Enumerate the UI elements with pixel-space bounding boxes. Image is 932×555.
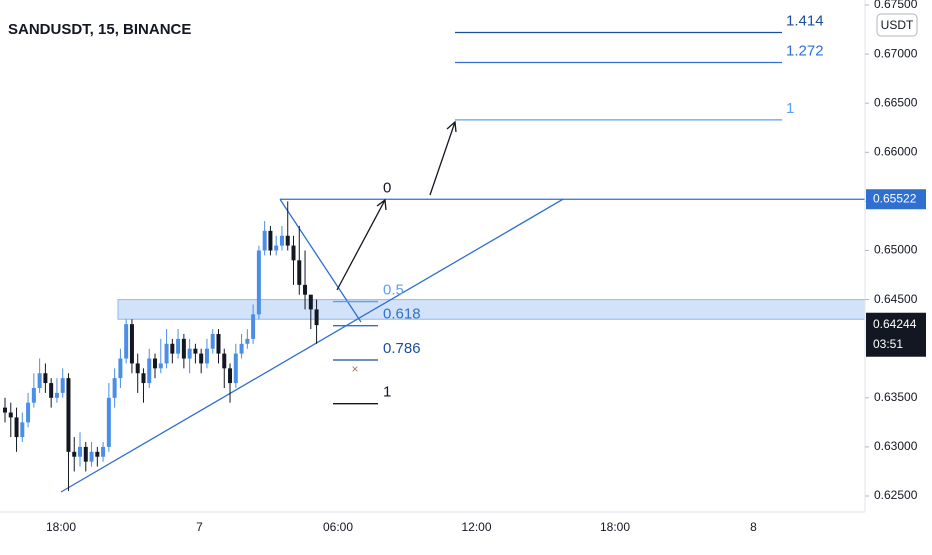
- candle-body: [43, 373, 48, 384]
- candle-body: [285, 235, 290, 246]
- candle-body: [66, 378, 71, 452]
- candle-body: [291, 245, 296, 261]
- level-price-label: 0.65522: [873, 191, 917, 205]
- candle-body: [274, 245, 279, 251]
- countdown-label: 03:51: [873, 337, 903, 351]
- x-tick-label: 7: [196, 520, 203, 534]
- x-tick-label: 8: [750, 520, 757, 534]
- fib-label: 1: [786, 100, 794, 117]
- fib-label: 1.414: [786, 12, 824, 29]
- candle-body: [95, 451, 100, 457]
- x-tick-label: 18:00: [600, 520, 630, 534]
- zone: [117, 299, 866, 320]
- candle-body: [78, 446, 83, 457]
- arrow: [429, 120, 457, 196]
- candle-body: [83, 446, 88, 462]
- candle-body: [118, 358, 123, 379]
- y-tick-label: 0.63500: [874, 390, 918, 404]
- candle-body: [308, 294, 313, 310]
- y-tick-label: 0.66000: [874, 144, 918, 158]
- y-tick-label: 0.62500: [874, 488, 918, 502]
- fib-label: 1: [383, 384, 391, 401]
- candle-body: [60, 378, 65, 393]
- candle-body: [164, 343, 169, 364]
- candle-body: [204, 348, 209, 364]
- candle-body: [8, 412, 13, 418]
- x-tick-label: 18:00: [46, 520, 76, 534]
- candle-body: [181, 338, 186, 359]
- y-tick-label: 0.67000: [874, 46, 918, 60]
- candle-body: [124, 324, 129, 359]
- candle-body: [49, 383, 54, 398]
- candle-body: [193, 348, 198, 354]
- candle-body: [101, 446, 106, 457]
- x-tick-label: 06:00: [323, 520, 353, 534]
- y-tick-label: 0.63000: [874, 439, 918, 453]
- candle-body: [26, 402, 31, 423]
- candle-body: [303, 284, 308, 295]
- candle-body: [3, 407, 7, 413]
- y-tick-label: 0.66500: [874, 95, 918, 109]
- currency-label: USDT: [881, 18, 914, 32]
- candle-body: [112, 378, 117, 398]
- candle-body: [279, 235, 284, 246]
- candle-body: [268, 230, 273, 251]
- candle-body: [54, 392, 59, 398]
- last-price-tag: [866, 312, 926, 357]
- plot: [3, 201, 319, 492]
- candle-body: [314, 309, 319, 326]
- candle-body: [31, 387, 36, 403]
- x-tick-label: 12:00: [461, 520, 491, 534]
- level-price-tag: [866, 189, 926, 210]
- candle-body: [262, 230, 267, 251]
- arrow: [336, 198, 387, 291]
- chart-title: SANDUSDT, 15, BINANCE: [8, 21, 191, 38]
- candle-body: [210, 333, 215, 349]
- candle-body: [147, 358, 152, 384]
- candle-body: [170, 343, 175, 354]
- candle-body: [106, 397, 111, 447]
- candle-body: [222, 353, 227, 369]
- candle-body: [141, 373, 146, 384]
- candle-body: [251, 314, 256, 339]
- y-tick-label: 0.67500: [874, 0, 918, 11]
- candle-body: [297, 260, 302, 285]
- candle-body: [153, 358, 158, 369]
- candle-body: [89, 451, 94, 462]
- cross-marker: ×: [351, 362, 358, 376]
- last-price-label: 0.64244: [873, 317, 917, 331]
- fib-label: 0: [383, 179, 391, 196]
- y-tick-label: 0.64500: [874, 292, 918, 306]
- fib-label: 0.618: [383, 306, 421, 323]
- candle-body: [216, 333, 221, 354]
- currency-badge[interactable]: [876, 13, 918, 37]
- y-tick-label: 0.65000: [874, 243, 918, 257]
- trendline: [60, 198, 564, 493]
- candle-body: [14, 417, 19, 438]
- candle-body: [239, 343, 244, 354]
- fib-label: 0.5: [383, 282, 404, 299]
- candle-body: [245, 338, 250, 344]
- candle-body: [233, 353, 238, 384]
- candle-body: [228, 368, 233, 384]
- candle-body: [135, 363, 140, 374]
- candle-body: [20, 422, 25, 438]
- candle-body: [72, 451, 77, 457]
- fib-label: 1.272: [786, 42, 824, 59]
- candle-body: [37, 373, 42, 388]
- candle-body: [256, 250, 261, 315]
- candle-body: [176, 338, 181, 354]
- candle-body: [158, 363, 163, 369]
- candle-body: [199, 353, 204, 364]
- candle-body: [129, 324, 134, 364]
- candle-body: [187, 348, 192, 359]
- fib-label: 0.786: [383, 340, 421, 357]
